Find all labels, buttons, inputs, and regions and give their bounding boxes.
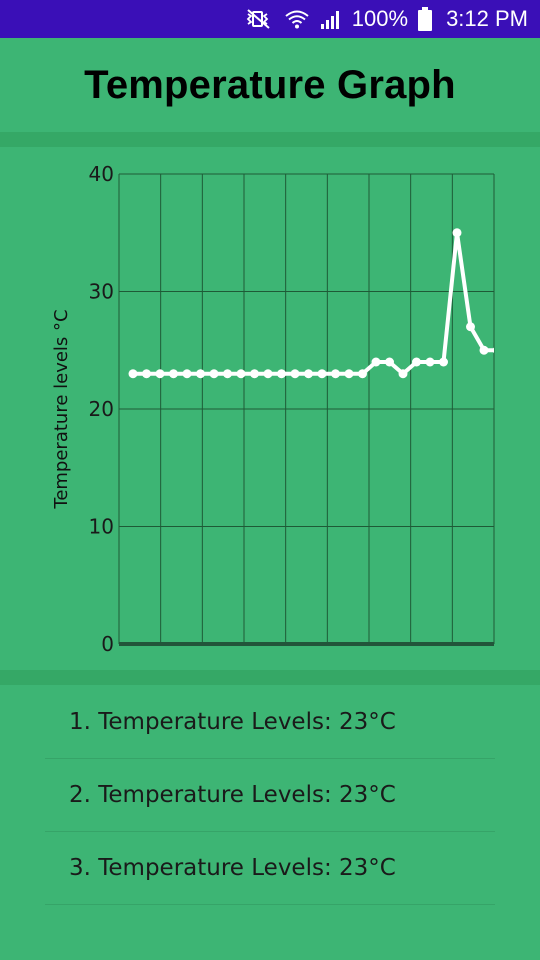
list-item[interactable]: 1. Temperature Levels: 23°C [45, 686, 495, 759]
battery-percentage: 100% [351, 6, 409, 31]
series-line [133, 230, 494, 376]
y-tick-label: 30 [89, 280, 114, 304]
battery-icon [418, 7, 433, 31]
mute-vibrate-icon [244, 8, 274, 30]
list-item[interactable]: 3. Temperature Levels: 23°C [45, 832, 495, 905]
data-point [344, 369, 354, 379]
y-tick-label: 10 [89, 515, 114, 539]
data-point [479, 345, 489, 355]
data-point [507, 358, 516, 367]
wifi-icon [284, 8, 310, 30]
data-point [331, 369, 340, 379]
data-point [128, 369, 138, 379]
y-tick-label: 0 [101, 632, 114, 656]
page-title: Temperature Graph [84, 62, 456, 107]
y-axis-label: Temperature levels °C [51, 309, 72, 509]
data-point [317, 369, 327, 379]
data-point [182, 369, 192, 379]
data-point [196, 369, 205, 379]
y-tick-label: 40 [89, 162, 114, 186]
data-point [250, 369, 259, 379]
data-point [223, 369, 232, 379]
data-point [263, 369, 273, 379]
app-header: Temperature Graph [0, 38, 540, 132]
data-point [155, 369, 165, 379]
data-point [277, 369, 286, 379]
data-point [466, 322, 475, 332]
data-point [493, 347, 494, 354]
signal-icon [320, 8, 342, 30]
top-divider [0, 132, 540, 147]
list-item[interactable]: 2. Temperature Levels: 23°C [45, 759, 495, 832]
data-point [439, 357, 448, 367]
data-point [304, 369, 313, 379]
data-point [169, 369, 178, 379]
chart-svg: 0 10 20 30 40 Temperature levels °C [51, 162, 516, 656]
data-point [358, 369, 367, 379]
y-tick-label: 20 [89, 397, 114, 421]
data-point [371, 357, 381, 367]
data-point [236, 369, 246, 379]
data-point [452, 228, 462, 238]
data-point [142, 369, 151, 379]
bottom-divider [0, 670, 540, 685]
data-point [425, 357, 435, 367]
series-group [128, 228, 516, 379]
data-point [209, 369, 219, 379]
data-point [290, 369, 300, 379]
temperature-list: 1. Temperature Levels: 23°C 2. Temperatur… [45, 686, 495, 905]
data-point [385, 357, 394, 367]
data-point [412, 357, 421, 367]
data-point [398, 369, 408, 379]
temperature-chart: 0 10 20 30 40 Temperature levels °C [0, 147, 540, 670]
status-bar: 100% 3:12 PM [0, 0, 540, 38]
clock: 3:12 PM [446, 6, 528, 31]
